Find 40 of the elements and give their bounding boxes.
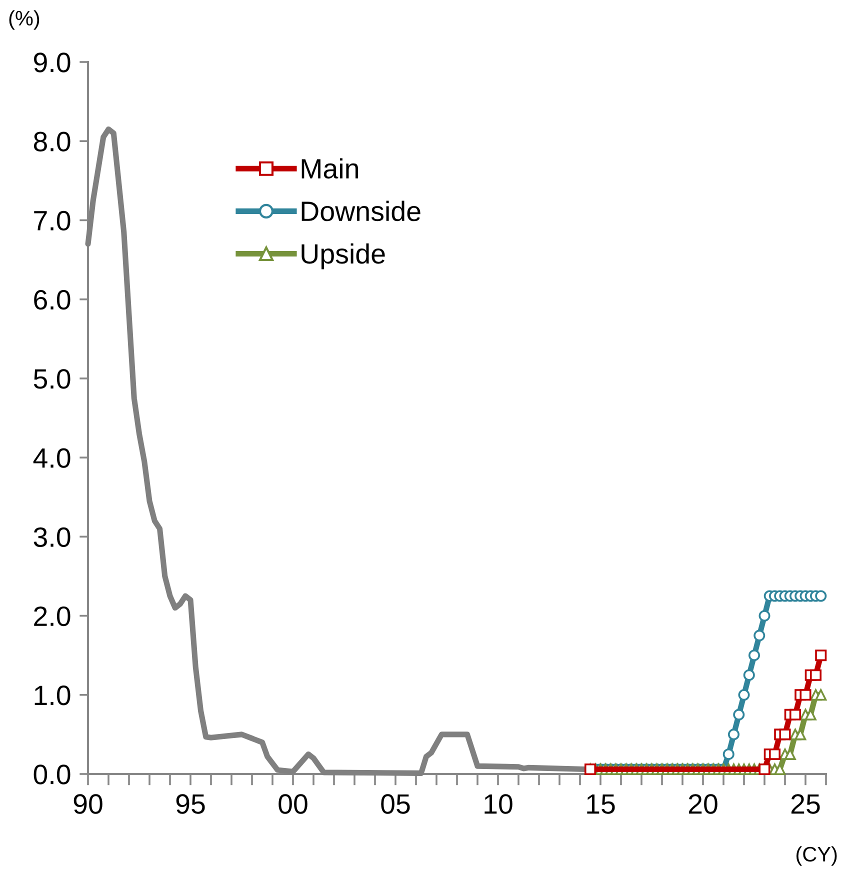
y-tick-label: 9.0 — [34, 52, 70, 72]
y-axis-title: (%) — [9, 10, 40, 30]
point — [722, 748, 734, 760]
y-tick-label: 3.0 — [34, 527, 70, 548]
point — [779, 728, 791, 740]
point — [728, 728, 740, 740]
x-tick-label: 95 — [176, 794, 205, 814]
legend-label: Upside — [302, 243, 385, 270]
point — [815, 689, 827, 701]
point — [748, 650, 760, 662]
x-tick-label: 20 — [688, 794, 718, 814]
x-tick-label: 05 — [381, 794, 410, 814]
point — [733, 708, 745, 720]
point — [758, 610, 770, 622]
point — [774, 763, 786, 776]
point — [754, 630, 766, 642]
x-tick-label: 10 — [484, 794, 512, 814]
x-tick-label: 25 — [791, 794, 820, 814]
legend-label: Downside — [302, 200, 420, 222]
point — [800, 689, 812, 701]
x-tick-label: 15 — [587, 794, 615, 814]
point — [815, 590, 827, 602]
y-tick-label: 1.0 — [34, 686, 70, 706]
x-tick-label: 00 — [278, 794, 308, 814]
x-tick-label: 90 — [74, 794, 102, 814]
point — [815, 650, 827, 662]
point — [810, 669, 822, 681]
y-tick-label: 7.0 — [34, 210, 70, 231]
y-tick-label: 8.0 — [34, 132, 70, 152]
point — [743, 669, 755, 681]
y-tick-label: 2.0 — [34, 606, 70, 626]
x-axis-title: (CY) — [796, 846, 837, 866]
point — [789, 708, 802, 720]
legend-label: Main — [302, 158, 358, 179]
point — [738, 689, 750, 701]
y-tick-label: 6.0 — [34, 290, 70, 310]
y-tick-label: 0.0 — [34, 764, 70, 784]
point — [768, 748, 781, 760]
y-tick-label: 4.0 — [33, 448, 70, 468]
y-tick-label: 5.0 — [34, 369, 70, 389]
